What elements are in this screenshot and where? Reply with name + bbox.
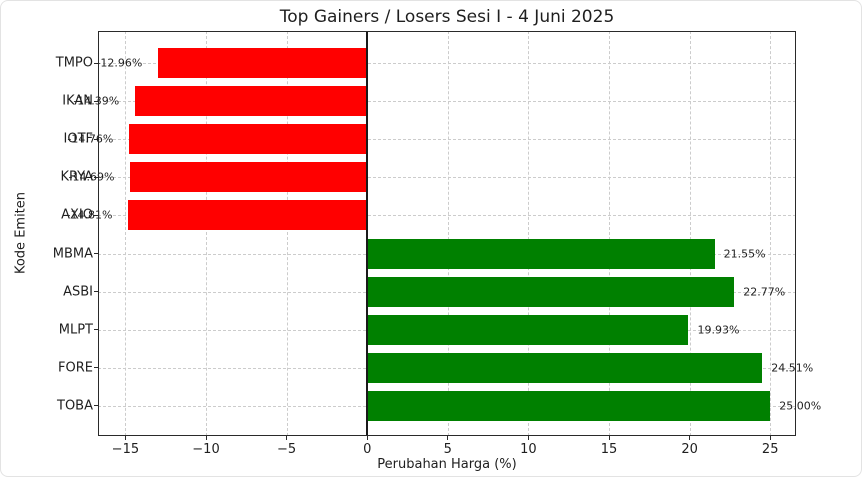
horizontal-gridline [98,63,796,64]
vertical-gridline [689,31,691,436]
y-tick-mark [94,176,98,178]
value-label-mlpt: 19.93% [697,323,740,337]
value-label-tmpo: -12.96% [96,56,143,70]
zero-axis-line [366,31,368,436]
horizontal-gridline [98,101,796,103]
horizontal-gridline [98,139,796,141]
y-tick-label-krya: KRYA [60,169,93,185]
bar-toba [367,390,771,421]
y-tick-label-iotf: IOTF [63,131,94,147]
y-tick-mark [94,253,98,254]
y-tick-mark [94,405,98,407]
bar-mbma [367,238,715,269]
x-axis-label: Perubahan Harga (%) [377,457,517,472]
value-label-asbi: 22.77% [743,285,786,299]
x-tick-mark [689,436,691,440]
x-tick-mark [124,436,126,440]
x-tick-mark [366,436,368,440]
chart-title: Top Gainers / Losers Sesi I - 4 Juni 202… [279,7,615,27]
vertical-gridline [447,31,449,436]
y-axis-label: Kode Emiten [13,191,29,275]
bar-axio [128,200,368,231]
value-label-toba: 25.00% [779,399,822,413]
bar-mlpt [367,314,689,345]
y-tick-label-tmpo: TMPO [55,55,93,71]
bar-asbi [367,276,735,307]
x-tick-mark [608,436,610,440]
vertical-gridline [125,31,127,436]
x-tick-mark [769,436,771,440]
value-label-axio: -14.81% [66,208,113,222]
y-tick-label-asbi: ASBI [63,284,93,300]
value-label-fore: 24.51% [771,361,814,375]
bar-tmpo [158,48,368,78]
value-label-krya: -14.69% [68,170,115,184]
y-tick-mark [94,291,98,293]
vertical-gridline [206,31,207,436]
vertical-gridline [609,31,610,436]
y-tick-mark [94,214,98,216]
y-tick-label-toba: TOBA [57,398,93,414]
bar-iotf [129,124,368,155]
bar-fore [367,352,763,383]
x-tick-mark [527,436,529,440]
x-tick-mark [205,436,207,440]
y-tick-mark [94,367,98,369]
x-tick-label: 5 [443,442,452,457]
y-tick-label-ikan: IKAN [62,93,93,109]
vertical-gridline [286,31,288,436]
y-tick-mark [94,100,98,102]
x-tick-label: 10 [520,442,537,457]
value-label-ikan: -14.39% [73,94,120,108]
y-tick-label-fore: FORE [58,360,93,376]
vertical-gridline [528,31,530,436]
x-tick-label: 20 [681,442,698,457]
x-tick-label: −10 [192,442,220,457]
x-tick-label: 15 [600,442,618,457]
bar-krya [130,162,368,193]
x-tick-label: 0 [363,442,372,457]
vertical-gridline [770,31,772,436]
y-tick-mark [94,329,98,331]
x-tick-mark [447,436,449,440]
x-tick-label: −15 [111,442,140,457]
bar-ikan [135,86,368,117]
value-label-iotf: -14.76% [67,132,114,146]
y-tick-label-axio: AXIO [61,207,93,223]
x-tick-mark [286,436,288,440]
horizontal-gridline [98,177,796,179]
y-tick-mark [94,62,98,64]
y-tick-mark [94,138,98,140]
y-tick-label-mbma: MBMA [52,246,93,261]
x-tick-label: −5 [277,442,297,457]
x-tick-label: 25 [761,442,779,457]
horizontal-gridline [98,215,796,217]
value-label-mbma: 21.55% [723,247,766,260]
y-tick-label-mlpt: MLPT [58,322,93,338]
plot-area: −15 −10 −5 0 5 10 15 20 25 TMPO -12.96% IKAN -14.39%… [53,31,821,457]
